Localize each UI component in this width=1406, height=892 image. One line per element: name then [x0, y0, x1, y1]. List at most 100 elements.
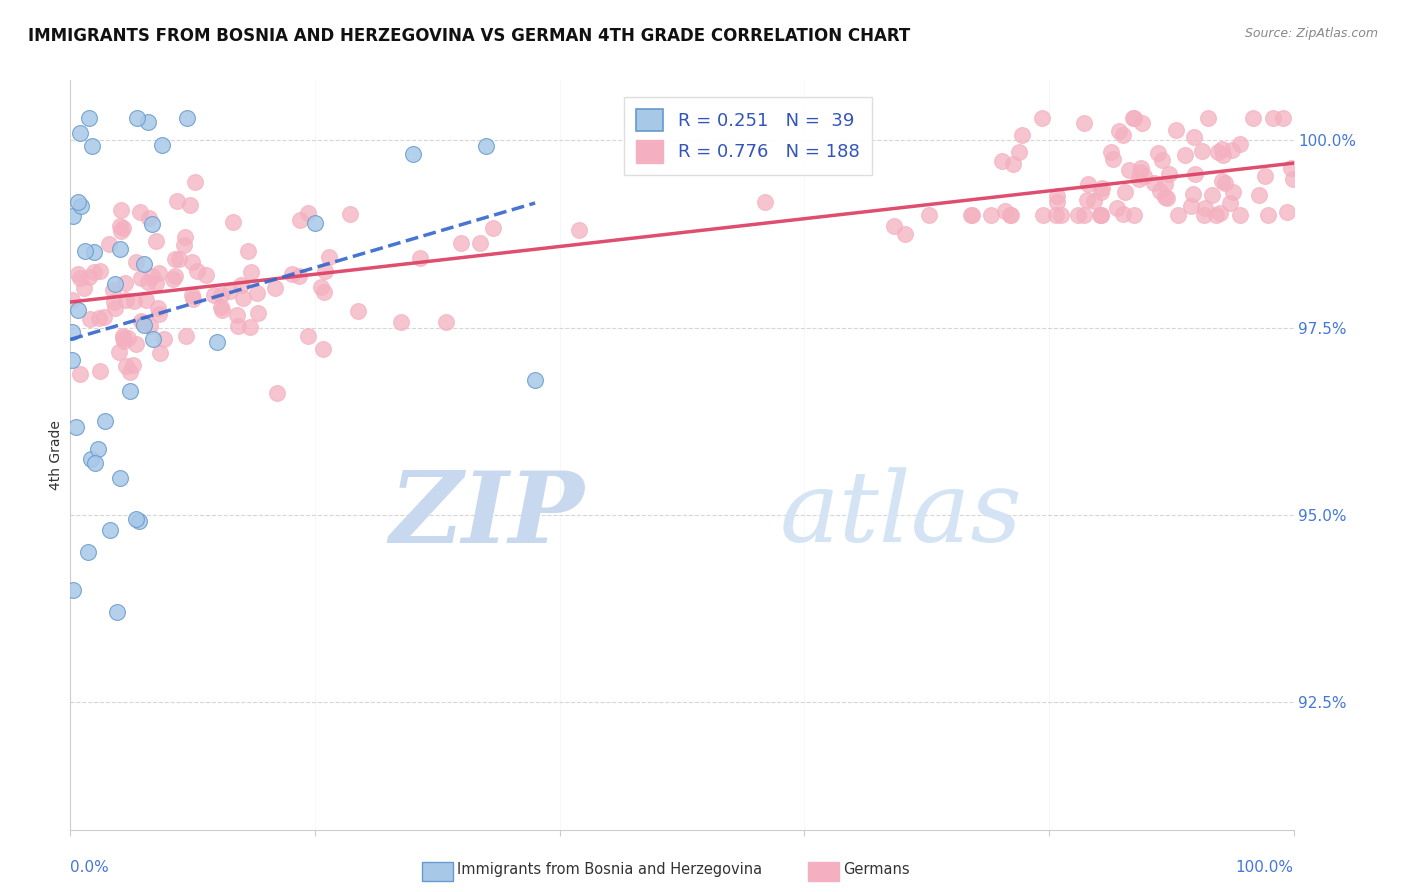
Point: [93, 310, 115, 325]
Point: [103, 295, 125, 310]
Point: [118, 366, 141, 380]
Point: [77, 111, 100, 125]
Point: [1174, 148, 1197, 162]
Point: [450, 235, 472, 250]
Point: [94, 414, 117, 428]
Point: [79, 311, 101, 326]
Point: [314, 264, 336, 278]
Text: atlas: atlas: [780, 467, 1022, 563]
Point: [1088, 208, 1111, 222]
Point: [1123, 111, 1146, 125]
Point: [288, 269, 311, 284]
Point: [1167, 208, 1189, 222]
Point: [87, 442, 110, 456]
Point: [1197, 111, 1219, 125]
Point: [1206, 145, 1229, 160]
Point: [211, 303, 233, 318]
Point: [1191, 144, 1213, 158]
Point: [1000, 208, 1022, 222]
Point: [142, 332, 165, 346]
Point: [111, 329, 134, 343]
Text: 100.0%: 100.0%: [1236, 860, 1294, 874]
Point: [314, 285, 336, 300]
Point: [103, 301, 125, 316]
Point: [125, 254, 148, 268]
Point: [229, 278, 252, 293]
Point: [148, 266, 170, 280]
Point: [1076, 193, 1098, 207]
Point: [202, 288, 225, 302]
Point: [1192, 208, 1215, 222]
Point: [180, 288, 202, 302]
Point: [1091, 181, 1114, 195]
Point: [138, 211, 160, 225]
Point: [1090, 186, 1112, 200]
Point: [1156, 191, 1178, 205]
Point: [110, 203, 132, 218]
Point: [1128, 172, 1150, 186]
Point: [1147, 146, 1170, 161]
Point: [1130, 116, 1153, 130]
Point: [1164, 123, 1187, 137]
Point: [402, 146, 425, 161]
Point: [89, 363, 111, 377]
Point: [114, 277, 136, 291]
Point: [1122, 111, 1144, 125]
Point: [173, 238, 195, 252]
Point: [115, 293, 138, 308]
Point: [883, 219, 905, 233]
Point: [132, 318, 155, 332]
Point: [994, 203, 1017, 218]
Point: [205, 334, 228, 349]
Point: [1211, 174, 1233, 188]
Point: [77, 545, 100, 559]
Point: [1275, 205, 1298, 219]
Point: [1208, 205, 1230, 219]
Point: [1101, 152, 1123, 166]
Point: [174, 230, 197, 244]
Point: [222, 215, 245, 229]
Point: [1180, 198, 1202, 212]
Point: [1154, 178, 1177, 192]
Point: [1211, 142, 1233, 156]
Point: [141, 217, 163, 231]
Point: [1090, 208, 1112, 222]
Point: [524, 373, 547, 387]
Point: [297, 328, 319, 343]
Point: [1050, 208, 1073, 222]
Legend: R = 0.251   N =  39, R = 0.776   N = 188: R = 0.251 N = 39, R = 0.776 N = 188: [624, 97, 872, 175]
Point: [128, 514, 150, 528]
Point: [108, 471, 131, 485]
Point: [122, 358, 145, 372]
Point: [136, 115, 159, 129]
Point: [893, 227, 915, 242]
Point: [174, 328, 197, 343]
Point: [124, 293, 146, 308]
Point: [83, 264, 105, 278]
Point: [475, 139, 498, 153]
Point: [1073, 208, 1095, 222]
Point: [131, 270, 153, 285]
Point: [145, 277, 167, 291]
Point: [389, 315, 412, 329]
Point: [918, 208, 941, 222]
Point: [149, 346, 172, 360]
Point: [209, 301, 232, 315]
Point: [1241, 111, 1264, 125]
Point: [79, 269, 101, 284]
Point: [165, 252, 187, 267]
Point: [166, 194, 188, 208]
Point: [60, 353, 83, 368]
Point: [132, 316, 155, 330]
Point: [73, 244, 96, 258]
Point: [80, 451, 103, 466]
Point: [112, 334, 135, 348]
Point: [104, 277, 127, 291]
Point: [1213, 176, 1236, 190]
Point: [339, 207, 361, 221]
Point: [65, 419, 87, 434]
Text: 0.0%: 0.0%: [70, 860, 110, 874]
Point: [73, 281, 96, 295]
Point: [1118, 162, 1140, 177]
Point: [1222, 186, 1244, 200]
